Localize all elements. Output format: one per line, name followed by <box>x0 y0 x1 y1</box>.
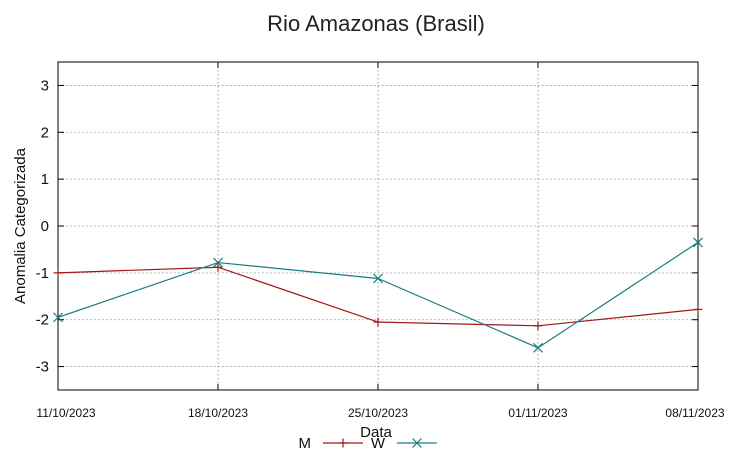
y-tick-label: 3 <box>41 77 49 94</box>
gridlines <box>58 62 698 390</box>
chart-title: Rio Amazonas (Brasil) <box>267 11 485 36</box>
x-axis-label: Data <box>360 424 392 441</box>
y-tick-label: 2 <box>41 124 49 141</box>
series-w-point <box>533 342 543 353</box>
y-tick-label: -2 <box>36 312 49 329</box>
y-axis: 3 2 1 0 -1 -2 -3 <box>36 77 698 376</box>
x-tick-label: 11/10/2023 <box>36 406 95 420</box>
x-tick-label: 18/10/2023 <box>188 406 248 420</box>
series-w-point <box>693 237 703 248</box>
y-tick-label: 0 <box>41 218 49 235</box>
x-tick-label: 01/11/2023 <box>508 406 567 420</box>
x-tick-label: 08/11/2023 <box>665 406 724 420</box>
y-tick-label: 1 <box>41 171 49 188</box>
x-axis: 11/10/2023 18/10/2023 25/10/2023 01/11/2023… <box>36 62 725 420</box>
legend-label-w: W <box>371 435 386 452</box>
series-m-point <box>373 317 383 327</box>
y-tick-label: -3 <box>36 359 49 376</box>
series-m-point <box>693 304 703 314</box>
legend-marker-m <box>338 438 348 448</box>
series-w-point <box>53 312 63 323</box>
series-w-point <box>213 257 223 268</box>
y-axis-label: Anomalia Categorizada <box>12 147 29 304</box>
series-w-point <box>373 273 383 284</box>
x-tick-label: 25/10/2023 <box>348 406 408 420</box>
series-m-point <box>533 321 543 331</box>
legend-marker-w <box>412 438 422 448</box>
series-m-line <box>57 266 699 327</box>
series <box>53 237 703 353</box>
legend-label-m: M <box>299 435 312 452</box>
y-tick-label: -1 <box>36 265 49 282</box>
series-m-point <box>53 268 63 278</box>
series-m-point <box>213 262 223 272</box>
